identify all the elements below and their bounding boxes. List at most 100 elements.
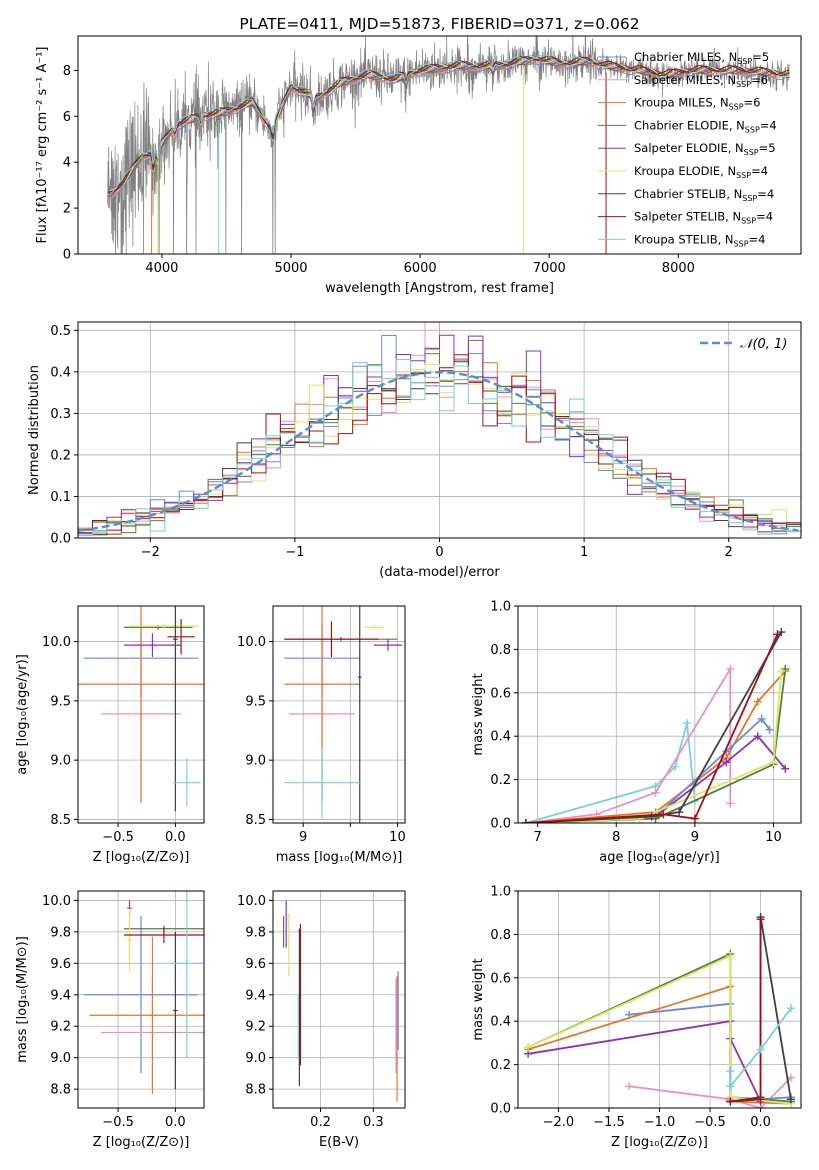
weight_vs_Z-xtick-label: −2.0	[543, 1115, 575, 1130]
age_vs_Z-frame	[77, 605, 205, 824]
weight_vs_Z-ytick-label: 0.4	[490, 1015, 511, 1030]
mass_vs_Z-ylabel: mass [log₁₀(M/M⊙)]	[15, 936, 30, 1063]
weight_vs_age-series-marker	[757, 714, 766, 723]
mass_vs_Z-ytick-label: 9.4	[50, 988, 71, 1003]
spectrum-legend-label: Salpeter STELIB, NSSP=4	[634, 210, 773, 226]
age_vs_Z-panel: −0.5 0.0 8.5 9.0 9.5 10.0 Z [log₁₀(Z/Z⊙)] age […	[15, 605, 205, 865]
weight_vs_age-series-marker	[765, 725, 774, 734]
weight_vs_age-plot-area	[518, 606, 801, 823]
spectrum-ytick-label: 0	[63, 248, 71, 263]
weight_vs_age-series-marker	[781, 764, 790, 773]
weight_vs_age-series-marker	[753, 697, 762, 706]
weight_vs_Z-panel: −2.0 −1.5 −1.0 −0.5 0.0 0.0 0.2 0.4 0.6 0.8 1.0 Z […	[471, 885, 802, 1150]
spectrum-xlabel: wavelength [Angstrom, rest frame]	[325, 281, 554, 296]
residuals-normal-curve	[78, 371, 799, 532]
age_vs_mass-xtick-label: 9	[299, 830, 307, 845]
spectrum-model-line-8	[107, 54, 607, 195]
spectrum-title: PLATE=0411, MJD=51873, FIBERID=0371, z=0…	[239, 15, 639, 33]
mass_vs_ebv-xtick-label: 0.2	[310, 1115, 331, 1130]
residuals-ytick-label: 0.5	[50, 324, 71, 339]
weight_vs_age-series-marker	[753, 732, 762, 741]
weight_vs_age-frame	[517, 605, 802, 824]
spectrum-legend-label: Chabrier STELIB, NSSP=4	[634, 187, 774, 203]
age_vs_mass-ytick-label: 9.0	[245, 754, 266, 769]
weight_vs_age-xtick-label: 9	[691, 830, 699, 845]
residuals-ylabel: Normed distribution	[27, 365, 42, 495]
age_vs_mass-plot-area	[273, 606, 405, 823]
mass_vs_ebv-ytick-label: 9.2	[245, 1020, 266, 1035]
spectrum-xtick-label: 7000	[533, 261, 566, 276]
weight_vs_Z-ytick-label: 0.6	[490, 971, 511, 986]
weight_vs_Z-series-marker	[756, 1095, 765, 1104]
residuals-legend-label: 𝒩(0, 1)	[740, 337, 787, 352]
weight_vs_age-series-marker	[521, 819, 530, 823]
weight_vs_Z-ytick-label: 1.0	[490, 885, 511, 900]
weight_vs_Z-series-marker	[786, 1073, 795, 1082]
mass_vs_Z-frame	[77, 890, 205, 1109]
mass_vs_Z-ytick-label: 9.6	[50, 957, 71, 972]
weight_vs_age-series-marker	[651, 788, 660, 797]
weight_vs_Z-ytick-label: 0.2	[490, 1058, 511, 1073]
weight_vs_Z-ytick-label: 0.8	[490, 928, 511, 943]
weight_vs_Z-series-line	[729, 1007, 792, 1089]
age_vs_mass-panel: 9 10 8.5 9.0 9.5 10.0 mass [log₁₀(M/M⊙)]	[237, 605, 406, 865]
mass_vs_Z-xtick-label: −0.5	[102, 1115, 134, 1130]
spectrum-observed-data-line	[107, 36, 790, 254]
weight_vs_age-ytick-label: 1.0	[490, 600, 511, 615]
weight_vs_Z-series-marker	[726, 1067, 735, 1076]
mass_vs_Z-ytick-label: 8.8	[50, 1083, 71, 1098]
weight_vs_Z-series-marker	[756, 1045, 765, 1054]
weight_vs_age-series-marker	[722, 758, 731, 767]
mass_vs_Z-ytick-label: 9.8	[50, 925, 71, 940]
residuals-xtick-label: −2	[141, 545, 160, 560]
spectrum-ylabel: Flux [fλ10⁻¹⁷ erg cm⁻² s⁻¹ A⁻¹]	[35, 47, 50, 244]
weight_vs_Z-xtick-label: −1.5	[593, 1115, 625, 1130]
age_vs_Z-xtick-label: −0.5	[102, 830, 134, 845]
weight_vs_age-series-marker	[726, 799, 735, 808]
weight_vs_age-series-marker	[690, 814, 699, 823]
residuals-plot-area	[78, 322, 801, 538]
weight_vs_Z-xtick-label: 0.0	[750, 1115, 771, 1130]
spectrum-frame	[77, 35, 802, 255]
residuals-xtick-label: 2	[725, 545, 733, 560]
weight_vs_Z-series-marker	[524, 1043, 533, 1052]
weight_vs_age-ytick-label: 0.4	[490, 730, 511, 745]
age_vs_mass-xlabel: mass [log₁₀(M/M⊙)]	[276, 850, 403, 865]
mass_vs_Z-ytick-label: 9.2	[50, 1020, 71, 1035]
weight_vs_Z-xtick-label: −1.0	[644, 1115, 676, 1130]
mass_vs_ebv-xtick-label: 0.3	[363, 1115, 384, 1130]
mass_vs_ebv-ytick-label: 8.8	[245, 1083, 266, 1098]
residuals-histogram-8	[78, 359, 801, 537]
weight_vs_age-series-marker	[726, 664, 735, 673]
residuals-xtick-label: −1	[285, 545, 304, 560]
spectrum-xtick-label: 6000	[404, 261, 437, 276]
residuals-xtick-label: 1	[580, 545, 588, 560]
spectrum-legend-label: Chabrier MILES, NSSP=5	[634, 50, 769, 66]
weight_vs_age-ylabel: mass weight	[471, 673, 486, 755]
residuals-ytick-label: 0.1	[50, 490, 71, 505]
mass_vs_ebv-frame	[272, 890, 406, 1109]
weight_vs_age-series-marker	[683, 719, 692, 728]
mass_vs_ebv-xlabel: E(B-V)	[319, 1135, 359, 1150]
age_vs_Z-ytick-label: 9.5	[50, 694, 71, 709]
mass_vs_Z-ytick-label: 9.0	[50, 1051, 71, 1066]
residuals-xlabel: (data-model)/error	[379, 565, 500, 580]
spectrum-legend-label: Kroupa STELIB, NSSP=4	[634, 232, 765, 248]
weight_vs_age-series-marker	[659, 810, 668, 819]
spectrum-legend-label: Kroupa MILES, NSSP=6	[634, 96, 760, 112]
spectrum-ytick-label: 4	[63, 156, 71, 171]
weight_vs_age-series-line	[525, 633, 779, 823]
weight_vs_Z-plot-area	[518, 891, 801, 1108]
weight_vs_age-series-marker	[671, 762, 680, 771]
spectrum-model-line-7	[107, 55, 790, 195]
weight_vs_age-series-marker	[777, 667, 786, 676]
weight_vs_Z-series-marker	[625, 1082, 634, 1091]
weight_vs_age-series-line	[525, 665, 732, 823]
weight_vs_Z-xlabel: Z [log₁₀(Z/Z⊙)]	[611, 1135, 708, 1150]
mass_vs_ebv-panel: 0.2 0.3 8.8 9.0 9.2 9.4 9.6 9.8 10.0 E(B-V)	[237, 890, 406, 1150]
weight_vs_age-xtick-label: 7	[534, 830, 542, 845]
weight_vs_Z-series-line	[730, 919, 762, 1103]
age_vs_mass-ytick-label: 9.5	[245, 694, 266, 709]
age_vs_mass-xtick-label: 10	[389, 830, 406, 845]
age_vs_Z-ylabel: age [log₁₀(age/yr)]	[15, 654, 30, 775]
